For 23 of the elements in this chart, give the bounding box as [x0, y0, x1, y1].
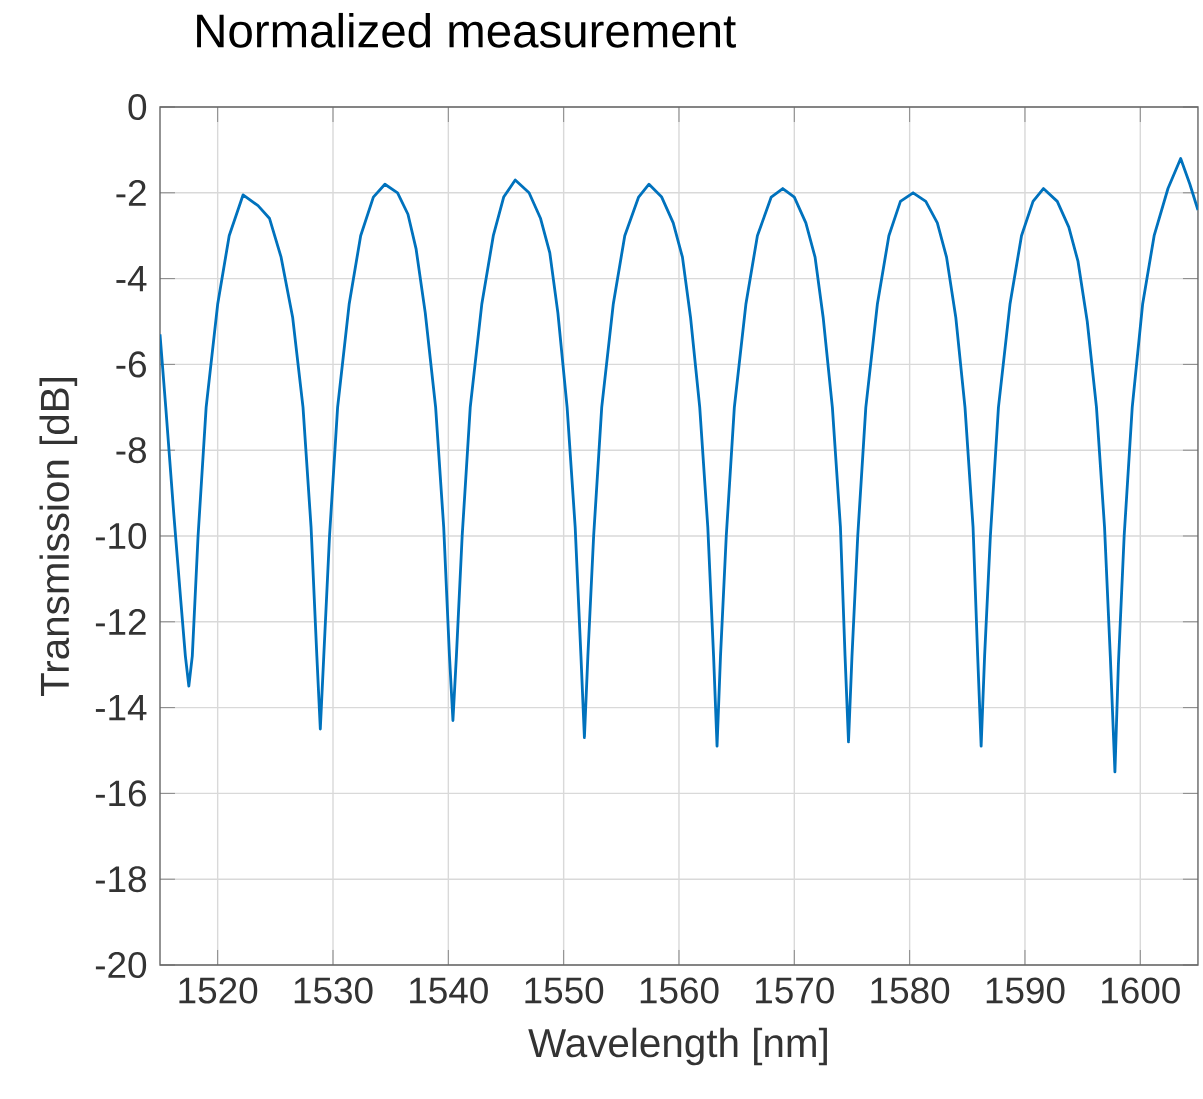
y-tick-label: -14 — [95, 694, 147, 721]
y-tick-label: -4 — [116, 265, 147, 292]
y-tick-label: -6 — [116, 351, 146, 378]
y-tick-label: -12 — [95, 608, 146, 635]
x-tick-label: 1530 — [294, 977, 373, 1004]
x-axis-title: Wavelength [nm] — [528, 1027, 827, 1066]
y-tick-label: -10 — [95, 522, 147, 550]
x-tick-label: 1520 — [179, 977, 258, 1004]
x-tick-label: 1550 — [525, 977, 604, 1004]
y-axis-title: Transmission [dB] — [39, 378, 78, 697]
x-tick-label: 1560 — [640, 977, 719, 1004]
y-tick-label: -18 — [95, 866, 146, 893]
x-tick-label: 1570 — [756, 977, 834, 1004]
chart-title: Normalized measurement — [197, 12, 736, 48]
x-tick-label: 1580 — [871, 977, 950, 1004]
x-tick-label: 1600 — [1102, 977, 1180, 1004]
y-tick-label: -2 — [116, 179, 146, 206]
y-tick-label: -16 — [95, 780, 146, 807]
y-tick-label: 0 — [128, 93, 147, 121]
y-tick-label: -8 — [116, 437, 146, 464]
x-tick-label: 1540 — [410, 977, 488, 1004]
x-tick-label: 1590 — [986, 977, 1065, 1004]
y-tick-label: -20 — [95, 951, 147, 979]
